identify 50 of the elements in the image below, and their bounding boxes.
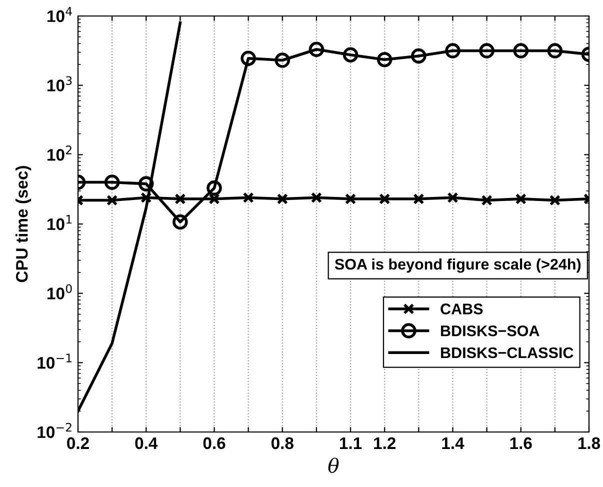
legend-label: BDISKS−SOA <box>441 325 540 336</box>
point <box>240 50 256 66</box>
x-tick-label: 1.8 <box>578 437 600 450</box>
x-tick-label: 0.2 <box>67 437 89 450</box>
legend-label: BDISKS−CLASSIC <box>441 347 574 358</box>
point <box>547 43 563 58</box>
legend-label: CABS <box>440 304 483 314</box>
point <box>413 193 424 204</box>
point <box>104 174 120 190</box>
y-tick-label: 10$^{3}$ <box>48 76 72 92</box>
point <box>481 194 492 206</box>
x-tick-label: 1.2 <box>374 437 396 449</box>
point <box>344 193 356 204</box>
annotation: SOA is beyond figure scale (>24h) <box>334 258 581 273</box>
point <box>342 47 358 63</box>
point <box>479 43 494 58</box>
point <box>549 194 560 206</box>
x-tick-label: 0.8 <box>271 437 294 450</box>
point <box>174 193 186 204</box>
point <box>376 52 392 68</box>
point <box>308 42 324 58</box>
point <box>447 192 458 204</box>
point <box>411 48 426 64</box>
point <box>208 193 220 204</box>
x-tick-label: 0.4 <box>135 437 158 450</box>
x-axis-title: θ <box>328 458 339 473</box>
point <box>379 193 390 204</box>
point <box>206 180 222 196</box>
point <box>513 43 529 58</box>
y-axis-title: CPU time (sec) <box>16 166 32 282</box>
y-tick-label: 10$^{4}$ <box>48 7 72 22</box>
point <box>276 193 288 204</box>
point <box>140 192 152 204</box>
point <box>106 194 118 206</box>
y-tick-label: 10$^{2}$ <box>48 146 72 161</box>
y-tick-label: 10$^{1}$ <box>48 215 72 230</box>
point <box>515 193 526 204</box>
x-tick-label: 0.6 <box>203 437 226 450</box>
y-tick-label: 10$^{−2}$ <box>38 422 72 438</box>
point <box>274 52 290 68</box>
y-tick-label: 10$^{−1}$ <box>38 354 72 369</box>
point <box>445 43 460 58</box>
point <box>172 214 188 230</box>
point <box>242 192 254 204</box>
x-tick-label: 1.4 <box>442 437 464 449</box>
point <box>138 176 154 192</box>
x-tick-label: 1.6 <box>510 437 532 450</box>
point <box>310 192 322 204</box>
x-tick-label: 1.1 <box>340 437 362 449</box>
y-tick-label: 10$^{0}$ <box>48 284 72 300</box>
